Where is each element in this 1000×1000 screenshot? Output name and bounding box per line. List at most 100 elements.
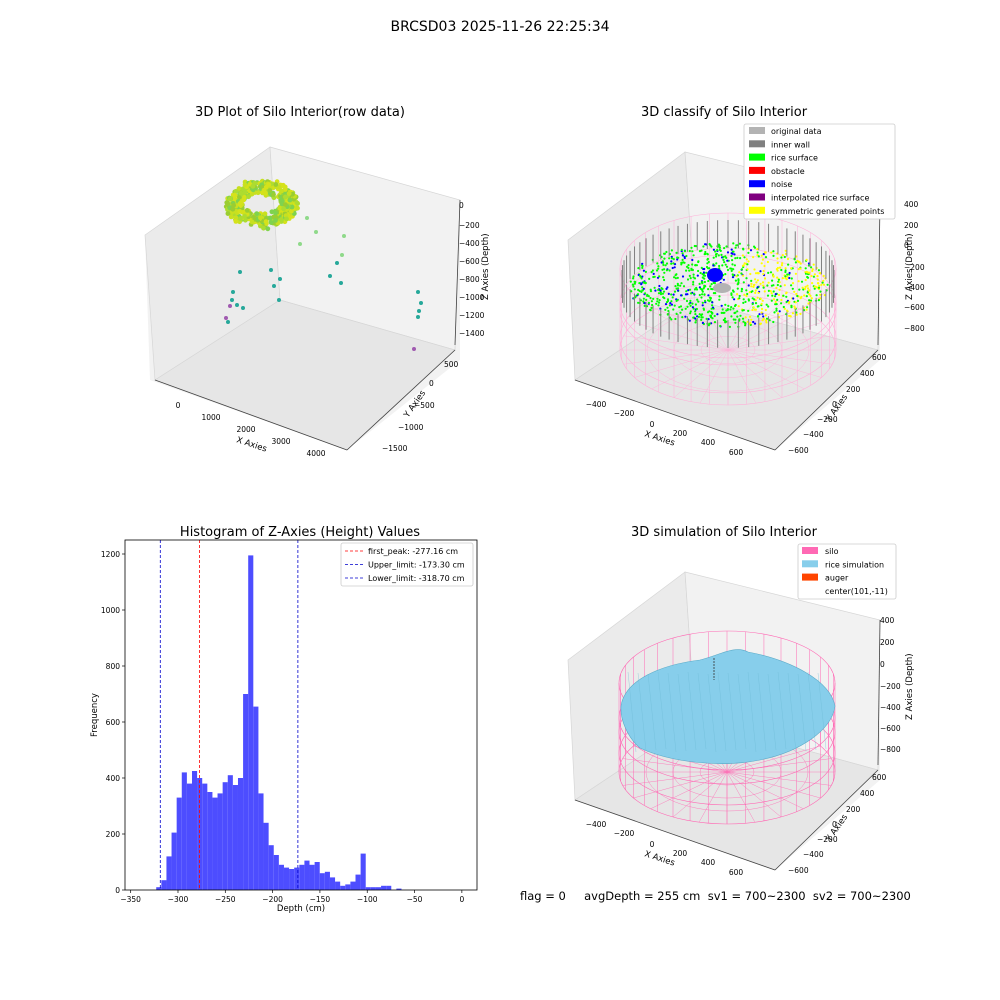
classified-point	[804, 278, 807, 282]
classified-point	[785, 300, 788, 304]
y-tick-label: 200	[846, 385, 861, 394]
histogram-bar	[314, 862, 320, 890]
classified-point	[776, 312, 780, 315]
classified-point	[715, 255, 718, 258]
histogram-bars	[156, 555, 402, 890]
raw-point	[278, 277, 282, 281]
classified-point	[784, 277, 787, 280]
classified-point	[782, 294, 785, 297]
classified-point	[762, 272, 765, 276]
classified-point	[753, 268, 756, 271]
classified-point	[702, 271, 706, 274]
classified-point	[806, 291, 809, 294]
classified-point	[810, 274, 813, 278]
y-tick-label: −600	[788, 866, 809, 875]
classified-point	[803, 287, 807, 290]
classified-point	[790, 267, 793, 270]
classified-point	[742, 320, 745, 323]
classified-point	[781, 277, 784, 280]
classified-point	[647, 295, 650, 298]
classified-point	[763, 264, 766, 268]
classified-point	[663, 252, 666, 255]
classified-point	[754, 289, 757, 292]
raw-point	[226, 320, 230, 324]
classified-point	[703, 267, 706, 271]
classified-point	[703, 299, 707, 302]
legend-swatch	[802, 573, 818, 581]
legend-label: noise	[771, 180, 792, 189]
classified-point	[783, 255, 786, 259]
classified-point	[807, 289, 810, 292]
classified-point	[757, 255, 760, 258]
classified-point	[690, 246, 693, 249]
classified-point	[822, 274, 825, 277]
classified-point	[713, 314, 716, 318]
classified-point	[805, 308, 808, 311]
classified-point	[699, 271, 702, 275]
classified-point	[799, 262, 802, 265]
classified-point	[712, 256, 715, 259]
classified-point	[738, 271, 741, 274]
classified-point	[776, 257, 779, 260]
classified-point	[813, 287, 816, 290]
histogram-frame	[124, 539, 478, 891]
raw-point	[340, 253, 344, 257]
classified-point	[675, 251, 678, 254]
classified-point	[799, 267, 802, 270]
classified-point	[816, 275, 819, 278]
classified-point	[670, 293, 673, 296]
rice-mesh-line	[717, 671, 727, 752]
classified-point	[658, 299, 661, 302]
classified-point	[740, 268, 744, 271]
classified-point	[699, 287, 702, 290]
classified-point	[659, 293, 663, 296]
classified-point	[713, 321, 717, 324]
panel2-zlabel: Z Axies (Depth)	[905, 233, 915, 300]
legend-label: rice surface	[771, 154, 818, 163]
classified-point	[776, 298, 779, 301]
raw-point	[416, 290, 420, 294]
raw-point	[254, 211, 260, 217]
histogram-bar	[161, 880, 167, 890]
rice-mesh-line	[807, 671, 817, 751]
histogram-bar	[171, 832, 177, 890]
legend-label: original data	[771, 127, 822, 136]
classified-point	[791, 287, 794, 290]
histogram-bar	[243, 694, 249, 890]
classified-point	[737, 279, 740, 282]
classified-point	[694, 321, 697, 324]
rice-mesh-line	[657, 671, 667, 750]
raw-point	[225, 211, 231, 217]
histogram-bar	[324, 871, 330, 890]
classified-point	[710, 316, 713, 319]
classified-point	[747, 251, 750, 254]
classified-point	[767, 281, 770, 284]
classified-point	[687, 289, 690, 292]
y-tick-label: −400	[803, 850, 824, 859]
histogram-bar	[294, 867, 300, 890]
classified-point	[758, 323, 762, 326]
classified-point	[633, 282, 637, 285]
classified-point	[670, 318, 673, 321]
histogram-bar	[396, 888, 402, 890]
legend-swatch	[802, 547, 818, 554]
classified-point	[753, 322, 757, 325]
classified-point	[734, 318, 737, 321]
classified-point	[695, 264, 699, 267]
classified-point	[694, 317, 697, 320]
classified-point	[665, 287, 668, 290]
panel1-axes-box	[144, 146, 461, 451]
x-tick-label: −350	[120, 895, 141, 904]
classified-point	[730, 315, 733, 318]
classified-point	[772, 298, 776, 301]
classified-point	[659, 289, 662, 292]
classified-point	[689, 312, 692, 315]
classified-point	[646, 294, 649, 297]
classified-point	[751, 290, 754, 293]
legend-label: Upper_limit: -173.30 cm	[368, 561, 465, 570]
histogram-bar	[360, 853, 366, 890]
classified-point	[693, 288, 697, 291]
histogram-bar	[329, 877, 336, 890]
classified-point	[817, 286, 821, 289]
classified-point	[703, 293, 706, 296]
